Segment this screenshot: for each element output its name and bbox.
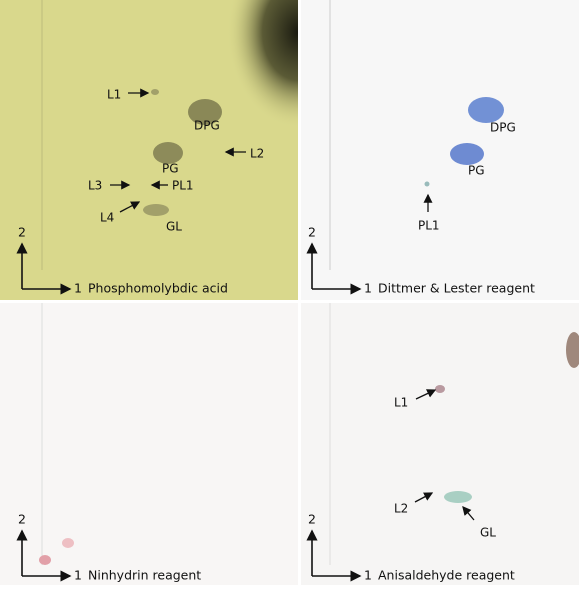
axis-y-label: 2	[18, 225, 26, 240]
spot	[435, 385, 445, 393]
spot	[62, 538, 74, 548]
reagent-caption: Dittmer & Lester reagent	[378, 281, 535, 296]
reagent-caption: Ninhydrin reagent	[88, 568, 201, 583]
spot-label: L2	[394, 502, 408, 516]
spot-label: PG	[468, 164, 485, 178]
spot	[450, 143, 484, 165]
spot	[468, 97, 504, 123]
spot	[39, 555, 51, 565]
spot-label: L1	[394, 396, 408, 410]
divider	[0, 300, 579, 303]
spot-label: PL1	[418, 219, 440, 233]
spot-label: DPG	[194, 119, 220, 133]
plate	[0, 303, 298, 585]
spot-label: DPG	[490, 121, 516, 135]
spot	[444, 491, 472, 503]
spot-label: GL	[166, 220, 182, 234]
reagent-caption: Anisaldehyde reagent	[378, 568, 515, 583]
axis-y-label: 2	[18, 512, 26, 527]
spot-label: PL1	[172, 179, 194, 193]
spot-label: GL	[480, 526, 496, 540]
spot-label: L2	[250, 147, 264, 161]
spot-label: L3	[88, 179, 102, 193]
plate-shadow	[180, 0, 298, 160]
axis-x-label: 1	[364, 281, 372, 296]
spot-label: L1	[107, 88, 121, 102]
figure: L1 DPG L2 PG L3 PL1 L4 GL DPG PG PL1 L1 …	[0, 0, 579, 585]
spot	[143, 204, 169, 216]
divider	[298, 0, 301, 585]
spot	[151, 89, 159, 95]
axis-y-label: 2	[308, 512, 316, 527]
axis-x-label: 1	[74, 281, 82, 296]
plate	[301, 303, 579, 585]
spot-label: PG	[162, 162, 179, 176]
axis-y-label: 2	[308, 225, 316, 240]
spot	[425, 182, 430, 187]
plate	[301, 0, 579, 300]
spot-label: L4	[100, 211, 114, 225]
axis-x-label: 1	[74, 568, 82, 583]
axis-x-label: 1	[364, 568, 372, 583]
reagent-caption: Phosphomolybdic acid	[88, 281, 228, 296]
